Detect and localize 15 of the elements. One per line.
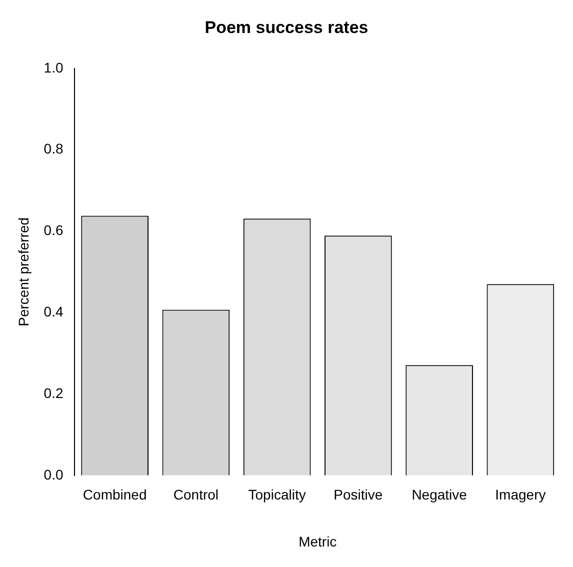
y-tick-label: 0.8 [44, 140, 64, 157]
x-tick-label: Topicality [248, 486, 306, 503]
x-axis-title: Metric [298, 533, 337, 550]
y-tick-label: 0.4 [44, 303, 64, 320]
chart-title: Poem success rates [204, 18, 368, 37]
y-axis-title: Percent preferred [15, 217, 32, 326]
x-tick-label: Positive [334, 486, 383, 503]
x-tick-label: Negative [412, 486, 468, 503]
x-tick-label: Control [173, 486, 219, 503]
x-tick-label: Combined [82, 486, 147, 503]
y-tick-label: 0.6 [44, 222, 64, 238]
y-tick-label: 0.2 [44, 384, 64, 401]
y-tick-label: 1.0 [44, 59, 64, 76]
y-tick-label: 0.0 [44, 466, 64, 482]
x-tick-label: Imagery [495, 486, 546, 503]
